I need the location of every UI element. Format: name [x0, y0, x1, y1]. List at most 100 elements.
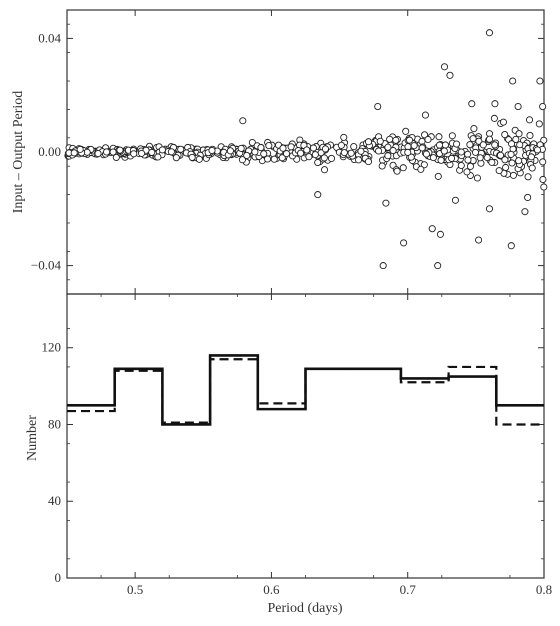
- scatter-point: [376, 137, 384, 145]
- scatter-point: [539, 175, 547, 184]
- scatter-point: [485, 29, 494, 37]
- scatter-point: [434, 262, 442, 270]
- scatter-point: [496, 151, 505, 159]
- scatter-point: [471, 148, 480, 156]
- scatter-point: [488, 158, 496, 166]
- scatter-point: [528, 164, 536, 172]
- scatter-point: [473, 174, 481, 182]
- scatter-point: [514, 103, 522, 111]
- scatter-point: [76, 145, 84, 153]
- scatter-point: [535, 120, 543, 128]
- histogram-x-tick-label: 0.7: [400, 582, 417, 597]
- scatter-point: [116, 146, 124, 154]
- scatter-point: [434, 172, 442, 180]
- scatter-point: [248, 139, 256, 147]
- scatter-point: [507, 150, 515, 158]
- scatter-point: [437, 156, 445, 164]
- scatter-point: [237, 144, 245, 152]
- histogram-y-axis-label: Number: [25, 415, 40, 461]
- scatter-point: [490, 114, 498, 122]
- scatter-point: [404, 148, 412, 156]
- scatter-point: [446, 71, 454, 79]
- scatter-point: [314, 158, 322, 167]
- histogram-y-tick-label: 120: [42, 340, 62, 355]
- scatter-point: [466, 162, 475, 170]
- scatter-point: [400, 239, 408, 247]
- scatter-point: [158, 146, 166, 154]
- scatter-point: [448, 154, 456, 162]
- scatter-point: [420, 161, 428, 169]
- scatter-point: [440, 63, 449, 71]
- scatter-point: [314, 191, 322, 199]
- scatter-point: [539, 103, 547, 111]
- scatter-point: [457, 148, 465, 156]
- scatter-point: [321, 145, 329, 153]
- scatter-point: [303, 146, 311, 154]
- histogram-dashed-line: [67, 358, 544, 426]
- scatter-point: [448, 132, 456, 140]
- scatter-point: [309, 144, 318, 152]
- scatter-point: [311, 151, 319, 159]
- scatter-point: [226, 147, 234, 155]
- scatter-point: [378, 162, 386, 170]
- scatter-point: [392, 136, 400, 144]
- scatter-point: [536, 77, 544, 85]
- scatter-point: [94, 149, 102, 158]
- scatter-point: [239, 117, 247, 125]
- scatter-point: [540, 136, 548, 144]
- scatter-point: [524, 173, 532, 181]
- scatter-point: [501, 156, 509, 164]
- scatter-point: [112, 153, 120, 161]
- scatter-point: [148, 148, 156, 156]
- histogram-panel-frame: [66, 293, 545, 579]
- scatter-point: [508, 140, 516, 148]
- histogram-y-tick-label: 0: [55, 570, 62, 585]
- scatter-point: [287, 143, 295, 151]
- scatter-point: [154, 153, 162, 161]
- scatter-points: [64, 29, 548, 270]
- scatter-point: [393, 167, 401, 175]
- scatter-point: [468, 100, 476, 108]
- scatter-point: [243, 151, 251, 159]
- scatter-point: [109, 148, 117, 156]
- scatter-point: [340, 133, 348, 141]
- scatter-point: [279, 144, 287, 152]
- scatter-point: [479, 141, 487, 149]
- scatter-point: [453, 140, 461, 148]
- scatter-point: [509, 77, 517, 85]
- scatter-point: [540, 183, 548, 191]
- scatter-point: [337, 141, 345, 149]
- scatter-point: [374, 103, 382, 111]
- scatter-point: [340, 149, 348, 157]
- scatter-point: [424, 135, 432, 144]
- scatter-point: [485, 135, 494, 143]
- scatter-point: [476, 154, 484, 162]
- scatter-point: [208, 146, 216, 155]
- scatter-point: [418, 144, 426, 152]
- scatter-point: [539, 158, 547, 166]
- scatter-point: [521, 208, 529, 216]
- histogram-x-tick-label: 0.5: [127, 582, 143, 597]
- scatter-point: [399, 164, 407, 172]
- scatter-point: [297, 149, 305, 157]
- histogram-axes: 0 40 80 120 0.5 0.6 0.7 0.8: [42, 294, 552, 597]
- scatter-point: [265, 142, 273, 150]
- scatter-point: [512, 135, 520, 143]
- scatter-point: [386, 135, 394, 143]
- scatter-point: [260, 150, 268, 158]
- scatter-point: [429, 154, 437, 162]
- scatter-point: [177, 145, 185, 153]
- scatter-point: [327, 154, 336, 162]
- scatter-point: [167, 148, 175, 156]
- scatter-point: [238, 156, 246, 164]
- scatter-y-axis-label: Input – Output Period: [11, 91, 26, 214]
- scatter-point: [103, 148, 111, 156]
- scatter-point: [320, 154, 328, 162]
- scatter-point: [428, 225, 436, 233]
- scatter-point: [526, 131, 534, 139]
- scatter-point: [533, 146, 542, 154]
- scatter-point: [457, 161, 465, 170]
- scatter-point: [507, 242, 515, 250]
- scatter-point: [350, 143, 358, 151]
